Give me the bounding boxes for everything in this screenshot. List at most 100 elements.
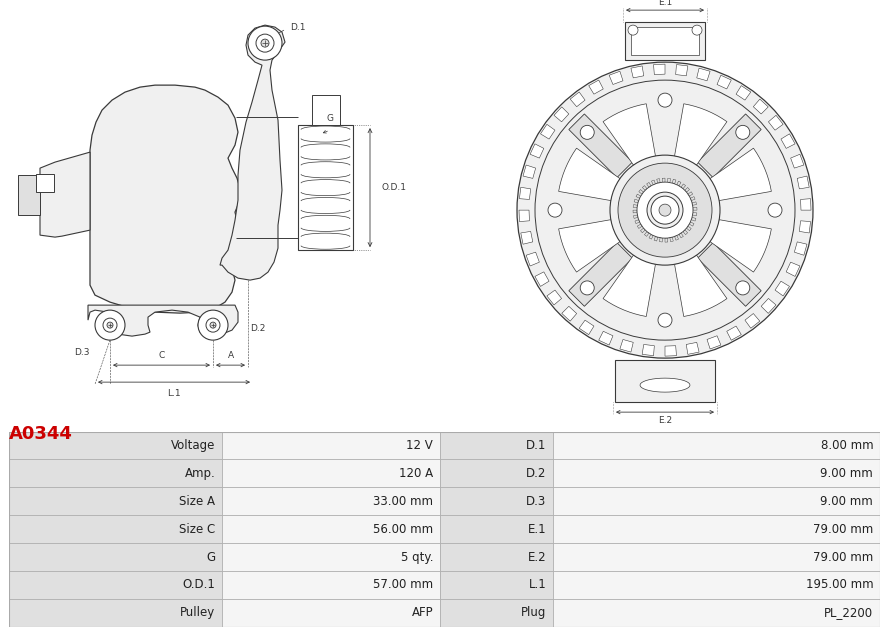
Circle shape <box>581 281 594 295</box>
Circle shape <box>261 39 269 47</box>
Polygon shape <box>795 242 807 255</box>
Polygon shape <box>679 233 684 238</box>
Polygon shape <box>643 186 647 190</box>
Bar <box>36 174 54 192</box>
Polygon shape <box>685 188 690 192</box>
Bar <box>9 432 222 459</box>
Polygon shape <box>646 183 651 187</box>
Polygon shape <box>790 154 804 168</box>
Circle shape <box>95 310 125 340</box>
Polygon shape <box>220 25 285 280</box>
Polygon shape <box>633 210 637 213</box>
Circle shape <box>103 318 117 332</box>
Circle shape <box>628 25 638 35</box>
Circle shape <box>651 196 679 224</box>
Polygon shape <box>642 345 654 356</box>
Bar <box>440 515 553 543</box>
Circle shape <box>517 62 813 358</box>
Polygon shape <box>726 326 741 340</box>
Polygon shape <box>761 299 776 313</box>
Text: PL_2200: PL_2200 <box>824 607 873 619</box>
Text: 33.00 mm: 33.00 mm <box>373 495 433 508</box>
Text: 195.00 mm: 195.00 mm <box>805 578 873 592</box>
Polygon shape <box>633 205 637 208</box>
Polygon shape <box>698 243 761 306</box>
Polygon shape <box>569 114 632 178</box>
Polygon shape <box>90 85 240 313</box>
Polygon shape <box>547 290 562 305</box>
Circle shape <box>107 322 113 328</box>
Text: A0344: A0344 <box>9 425 73 444</box>
Polygon shape <box>745 314 760 328</box>
Polygon shape <box>653 64 665 74</box>
Circle shape <box>206 318 220 332</box>
Polygon shape <box>768 115 783 130</box>
Polygon shape <box>652 180 655 185</box>
Polygon shape <box>753 99 768 114</box>
Circle shape <box>618 163 712 257</box>
Polygon shape <box>649 234 653 239</box>
Polygon shape <box>692 217 696 221</box>
Text: Amp.: Amp. <box>185 467 215 480</box>
Bar <box>222 571 440 599</box>
Bar <box>440 459 553 488</box>
Polygon shape <box>681 184 685 188</box>
Polygon shape <box>589 80 604 94</box>
Polygon shape <box>665 346 677 356</box>
Polygon shape <box>635 220 639 224</box>
Circle shape <box>658 313 672 327</box>
Text: E.1: E.1 <box>528 523 547 536</box>
Bar <box>312 95 340 125</box>
Polygon shape <box>519 187 531 200</box>
Polygon shape <box>620 340 633 352</box>
Polygon shape <box>603 104 655 165</box>
Polygon shape <box>797 176 809 189</box>
Text: G: G <box>326 113 333 123</box>
Circle shape <box>256 34 274 52</box>
Polygon shape <box>598 331 613 345</box>
Polygon shape <box>631 66 644 78</box>
Circle shape <box>692 25 702 35</box>
Bar <box>9 543 222 571</box>
Polygon shape <box>523 165 536 178</box>
Polygon shape <box>640 228 645 232</box>
Text: D.3: D.3 <box>526 495 547 508</box>
Circle shape <box>736 281 749 295</box>
Polygon shape <box>686 226 692 231</box>
Bar <box>440 432 553 459</box>
Text: E.2: E.2 <box>658 416 672 425</box>
Text: D.1: D.1 <box>526 439 547 452</box>
Polygon shape <box>40 152 90 237</box>
Bar <box>553 488 880 515</box>
Polygon shape <box>686 342 699 354</box>
Polygon shape <box>717 75 732 89</box>
Bar <box>440 543 553 571</box>
Circle shape <box>659 204 671 216</box>
Polygon shape <box>675 104 727 165</box>
Polygon shape <box>710 220 772 272</box>
Text: 79.00 mm: 79.00 mm <box>813 551 873 564</box>
Text: 9.00 mm: 9.00 mm <box>821 495 873 508</box>
Polygon shape <box>691 197 695 200</box>
Polygon shape <box>693 207 697 210</box>
Bar <box>18 175 40 215</box>
Text: G: G <box>206 551 215 564</box>
Polygon shape <box>634 215 638 219</box>
Polygon shape <box>530 144 544 158</box>
Text: D.2: D.2 <box>526 467 547 480</box>
Bar <box>625 22 705 60</box>
Polygon shape <box>634 199 638 203</box>
Text: A: A <box>228 351 234 360</box>
Bar <box>631 27 699 55</box>
Polygon shape <box>683 230 687 234</box>
Text: D.1: D.1 <box>290 23 306 32</box>
Bar <box>222 488 440 515</box>
Polygon shape <box>786 262 800 277</box>
Circle shape <box>198 310 228 340</box>
Bar <box>553 432 880 459</box>
Text: Voltage: Voltage <box>171 439 215 452</box>
Bar <box>222 599 440 627</box>
Bar <box>440 571 553 599</box>
Bar <box>9 459 222 488</box>
Polygon shape <box>665 238 668 242</box>
